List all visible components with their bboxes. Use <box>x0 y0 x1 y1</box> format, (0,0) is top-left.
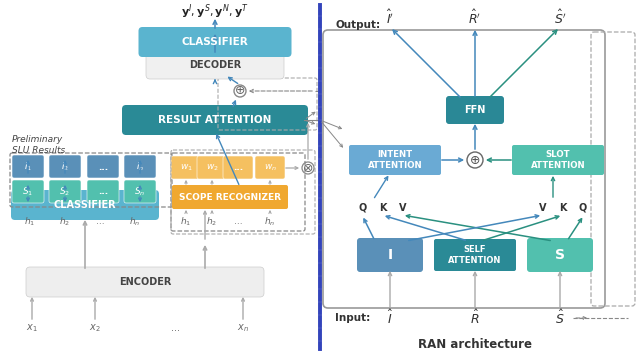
FancyBboxPatch shape <box>138 27 291 57</box>
Text: $\hat{I}'$: $\hat{I}'$ <box>386 9 394 27</box>
Text: $\oplus$: $\oplus$ <box>469 153 481 166</box>
Text: ...: ... <box>233 164 243 173</box>
Text: Q: Q <box>579 203 587 213</box>
Text: $h_n$: $h_n$ <box>264 216 276 228</box>
FancyBboxPatch shape <box>12 180 44 203</box>
Text: Q: Q <box>359 203 367 213</box>
FancyBboxPatch shape <box>122 105 308 135</box>
Text: $I_2$: $I_2$ <box>61 161 69 173</box>
Text: $h_2$: $h_2$ <box>60 216 70 228</box>
FancyBboxPatch shape <box>223 156 253 179</box>
FancyBboxPatch shape <box>357 238 423 272</box>
FancyBboxPatch shape <box>172 185 288 209</box>
Text: $S_n$: $S_n$ <box>134 186 146 198</box>
Text: $I_n$: $I_n$ <box>136 161 144 173</box>
FancyBboxPatch shape <box>87 180 119 203</box>
Text: ...: ... <box>234 218 243 226</box>
Text: $x_2$: $x_2$ <box>89 322 100 334</box>
Text: ...: ... <box>96 218 104 226</box>
Text: $h_n$: $h_n$ <box>129 216 141 228</box>
Text: $\hat{S}$: $\hat{S}$ <box>556 309 564 327</box>
Text: Output:: Output: <box>335 20 380 30</box>
Text: SCOPE RECOGNIZER: SCOPE RECOGNIZER <box>179 192 281 202</box>
FancyBboxPatch shape <box>512 145 604 175</box>
Text: $\hat{I}$: $\hat{I}$ <box>387 309 393 327</box>
Text: DECODER: DECODER <box>189 60 241 70</box>
FancyBboxPatch shape <box>434 239 516 271</box>
Text: V: V <box>399 203 407 213</box>
Text: $w_1$: $w_1$ <box>180 163 193 173</box>
Text: K: K <box>380 203 387 213</box>
Text: $\hat{R}'$: $\hat{R}'$ <box>468 9 481 27</box>
Text: Preliminary
SLU Results: Preliminary SLU Results <box>12 135 65 155</box>
FancyBboxPatch shape <box>49 180 81 203</box>
FancyBboxPatch shape <box>11 190 159 220</box>
FancyBboxPatch shape <box>171 156 201 179</box>
Text: FFN: FFN <box>464 105 486 115</box>
Text: $x_n$: $x_n$ <box>237 322 249 334</box>
FancyBboxPatch shape <box>12 155 44 178</box>
FancyBboxPatch shape <box>87 155 119 178</box>
Text: K: K <box>559 203 567 213</box>
Text: RESULT ATTENTION: RESULT ATTENTION <box>158 115 272 125</box>
Text: $\oplus$: $\oplus$ <box>234 84 246 98</box>
FancyBboxPatch shape <box>26 267 264 297</box>
Text: $\otimes$: $\otimes$ <box>302 162 314 175</box>
Text: Input:: Input: <box>335 313 371 323</box>
FancyBboxPatch shape <box>197 156 227 179</box>
Text: $\mathbf{y}^I, \mathbf{y}^S, \mathbf{y}^N, \mathbf{y}^T$: $\mathbf{y}^I, \mathbf{y}^S, \mathbf{y}^… <box>181 3 249 21</box>
Text: $h_1$: $h_1$ <box>180 216 191 228</box>
Text: SLOT
ATTENTION: SLOT ATTENTION <box>531 150 586 170</box>
Text: INTENT
ATTENTION: INTENT ATTENTION <box>368 150 422 170</box>
Text: $\hat{S}'$: $\hat{S}'$ <box>554 9 566 27</box>
Text: ...: ... <box>98 163 108 171</box>
FancyBboxPatch shape <box>124 180 156 203</box>
Text: $w_2$: $w_2$ <box>205 163 218 173</box>
Text: $S_1$: $S_1$ <box>22 186 34 198</box>
FancyBboxPatch shape <box>446 96 504 124</box>
FancyBboxPatch shape <box>255 156 285 179</box>
Text: CLASSIFIER: CLASSIFIER <box>54 200 116 210</box>
FancyBboxPatch shape <box>146 51 284 79</box>
Text: SELF
ATTENTION: SELF ATTENTION <box>448 245 502 265</box>
Text: ...: ... <box>170 323 179 333</box>
Text: $h_2$: $h_2$ <box>207 216 218 228</box>
Text: $w_n$: $w_n$ <box>264 163 276 173</box>
Text: V: V <box>540 203 547 213</box>
Text: ...: ... <box>98 187 108 197</box>
Text: $S_2$: $S_2$ <box>60 186 70 198</box>
FancyBboxPatch shape <box>527 238 593 272</box>
FancyBboxPatch shape <box>49 155 81 178</box>
FancyBboxPatch shape <box>349 145 441 175</box>
Text: $h_1$: $h_1$ <box>24 216 36 228</box>
Text: $I_1$: $I_1$ <box>24 161 32 173</box>
Text: $x_1$: $x_1$ <box>26 322 38 334</box>
FancyBboxPatch shape <box>124 155 156 178</box>
Text: S: S <box>555 248 565 262</box>
Text: CLASSIFIER: CLASSIFIER <box>182 37 248 47</box>
Text: ENCODER: ENCODER <box>119 277 171 287</box>
Text: $\hat{R}$: $\hat{R}$ <box>470 309 480 327</box>
Text: I: I <box>387 248 392 262</box>
Text: RAN architecture: RAN architecture <box>418 339 532 351</box>
